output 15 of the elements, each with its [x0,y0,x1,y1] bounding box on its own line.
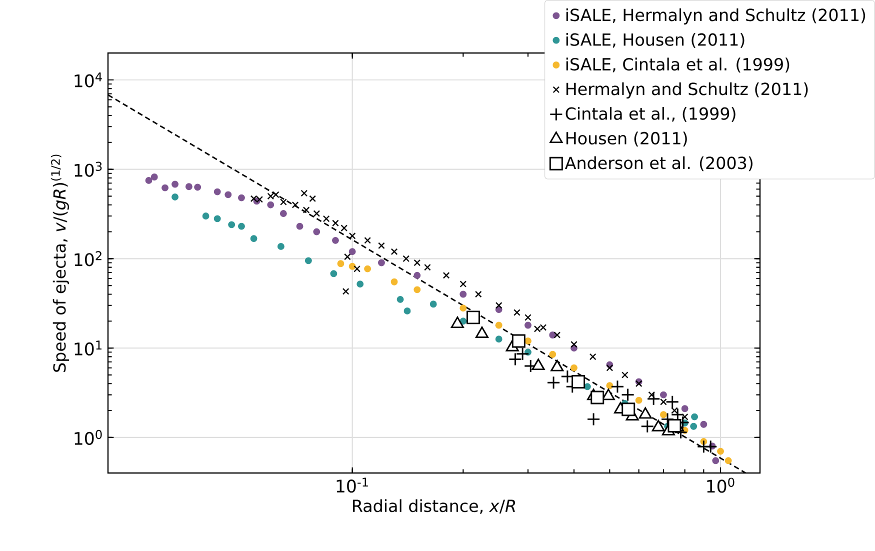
x-axis-title: Radial distance, x/R [353,499,516,514]
legend-label: Anderson et al. (2003) [564,156,752,172]
legend-label: iSALE, Housen (2011) [566,33,744,48]
y-tick-label: 10$^{0}$ [74,430,102,445]
x-tick-label: 10$^{-1}$ [336,478,368,493]
y-tick-label: 10$^{2}$ [74,251,102,266]
legend-label: Housen (2011) [566,132,687,146]
y-tick-label: 10$^{4}$ [74,72,102,88]
legend-label: Cintala et al., (1999) [566,106,736,122]
y-tick-label: 10$^{3}$ [74,162,102,177]
y-axis-title: Speed of ejecta, v/(gR)$^{(1/2)}$ [50,154,70,372]
legend-label: Hermalyn and Schultz (2011) [566,82,808,98]
legend-label: iSALE, Cintala et al. (1999) [566,58,790,73]
y-tick-label: 10$^{1}$ [74,340,102,356]
legend-label: iSALE, Hermalyn and Schultz (2011) [566,8,866,24]
